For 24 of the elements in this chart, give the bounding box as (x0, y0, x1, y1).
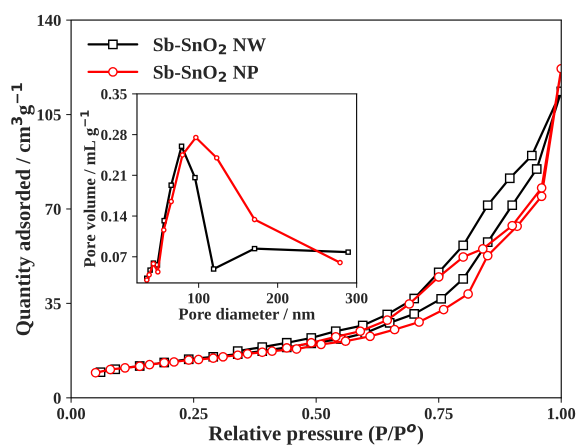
x-axis-title: Relative pressure (P/P$^{o}$) (208, 424, 424, 445)
y-tick-label: 0.28 (101, 130, 127, 140)
y-axis-title: Quantity adsorded / cm$^{3}$g$^{−1}$ (11, 83, 35, 336)
y-tick-label: 0.21 (101, 170, 126, 181)
x-tick-label: 0.50 (302, 408, 330, 420)
y-tick-label: 0.07 (101, 252, 127, 262)
x-tick-label: 0.25 (180, 408, 208, 420)
y-tick-label: 35 (45, 298, 61, 310)
y-tick-label: 0.35 (101, 89, 127, 100)
x-tick-label: 0.75 (424, 408, 453, 420)
x-axis-title: Pore diameter / nm (178, 308, 315, 320)
y-axis-title: Pore volume / mL g$^{−1}$ (80, 110, 99, 268)
y-tick-label: 70 (46, 204, 61, 215)
legend-label: Sb-SnO$_{2}$ NP (154, 65, 258, 82)
x-tick-label: 100 (188, 293, 210, 304)
x-tick-label: 0.00 (57, 408, 86, 420)
y-tick-label: 105 (38, 109, 61, 120)
y-tick-label: 140 (38, 14, 61, 26)
x-tick-label: 1.00 (548, 408, 576, 420)
x-tick-label: 300 (346, 293, 368, 304)
y-tick-label: 0.14 (101, 211, 127, 222)
y-tick-label: 0 (54, 392, 61, 404)
legend-label: Sb-SnO$_{2}$ NW (154, 38, 266, 54)
x-tick-label: 200 (266, 293, 288, 304)
